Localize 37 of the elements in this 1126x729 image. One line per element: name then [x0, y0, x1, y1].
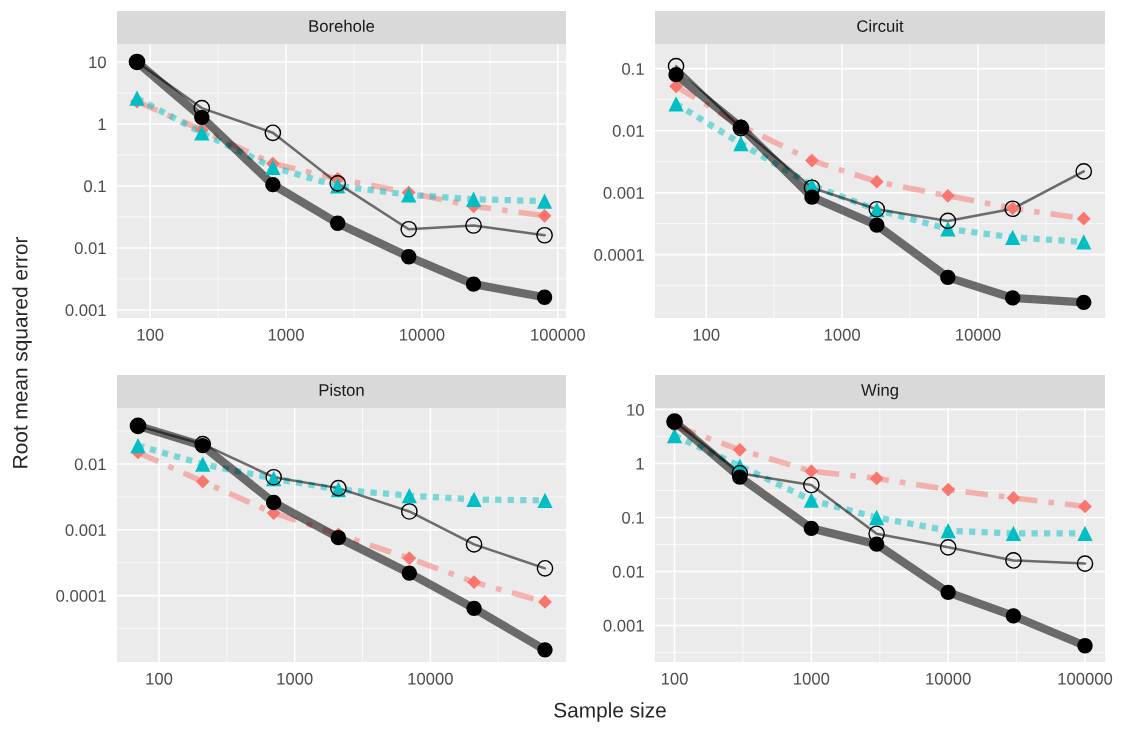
x-tick-label: 1000: [794, 672, 830, 685]
x-tick-label: 100000: [1058, 672, 1113, 685]
x-tick-label: 10000: [956, 328, 1001, 341]
y-tick-label: 0.01: [74, 242, 106, 255]
y-tick-label: 1: [636, 458, 644, 470]
y-axis-title: Root mean squared error: [12, 236, 32, 468]
y-tick-label: 0.001: [65, 524, 106, 537]
chart-title: Piston: [319, 383, 364, 396]
y-tick-label: 0.001: [603, 187, 644, 199]
x-tick-label: 100: [693, 328, 720, 341]
x-axis-title: Sample size: [554, 702, 666, 722]
x-tick-label: 10000: [926, 672, 971, 685]
y-tick-label: 0.001: [65, 304, 106, 317]
x-tick-label: 100: [661, 672, 688, 685]
chart-title: Circuit: [857, 19, 904, 32]
x-tick-label: 100000: [531, 328, 585, 341]
y-tick-label: 1: [98, 118, 106, 130]
y-tick-label: 0.0001: [594, 249, 644, 261]
chart-title: Wing: [861, 383, 898, 400]
y-tick-label: 0.01: [612, 565, 644, 578]
y-tick-label: 10: [627, 403, 644, 416]
x-tick-label: 1000: [277, 672, 313, 685]
y-tick-label: 10: [89, 56, 106, 69]
y-tick-label: 0.1: [622, 511, 644, 524]
x-tick-label: 10000: [408, 672, 453, 685]
y-tick-label: 0.001: [603, 619, 644, 632]
x-tick-label: 10000: [399, 328, 445, 341]
x-tick-label: 1000: [268, 328, 304, 341]
y-tick-label: 0.1: [622, 63, 644, 75]
y-tick-label: 0.0001: [56, 590, 106, 602]
x-tick-label: 1000: [824, 328, 860, 341]
y-tick-label: 0.1: [84, 180, 106, 193]
x-tick-label: 100: [137, 328, 164, 341]
x-tick-label: 100: [146, 672, 173, 685]
y-tick-label: 0.01: [612, 125, 644, 137]
y-tick-label: 0.01: [74, 458, 106, 471]
chart-title: Borehole: [309, 19, 375, 32]
